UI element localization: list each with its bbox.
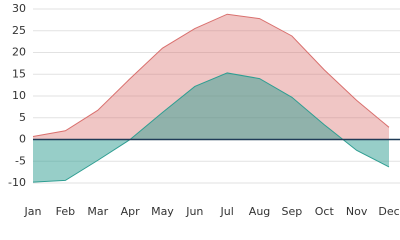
x-tick-label: Sep <box>282 205 303 218</box>
x-tick-label: Dec <box>378 205 399 218</box>
x-tick-label: Aug <box>249 205 270 218</box>
area <box>33 72 389 183</box>
x-tick-label: Apr <box>121 205 141 218</box>
y-tick-label: 25 <box>12 24 26 37</box>
x-tick-label: Nov <box>346 205 368 218</box>
x-tick-label: May <box>151 205 174 218</box>
x-tick-label: Jul <box>220 205 234 218</box>
y-tick-label: 20 <box>12 46 26 59</box>
x-tick-label: Mar <box>87 205 108 218</box>
line <box>32 72 390 183</box>
x-tick-label: Feb <box>56 205 75 218</box>
y-tick-label: 15 <box>12 67 26 80</box>
y-tick-label: 10 <box>12 89 26 102</box>
y-tick-label: 30 <box>12 2 26 15</box>
chart: -10 -5 0 5 10 15 20 25 30 Jan Feb Mar Apr May Jun Jul Au… <box>8 2 400 218</box>
y-tick-label: 0 <box>19 133 26 146</box>
x-tick-label: Oct <box>315 205 335 218</box>
x-tick-label: Jun <box>185 205 203 218</box>
y-tick-label: -10 <box>8 176 26 189</box>
line <box>32 13 390 137</box>
y-tick-label: -5 <box>15 154 26 167</box>
x-tick-label: Jan <box>24 205 42 218</box>
y-tick-label: 5 <box>19 111 26 124</box>
